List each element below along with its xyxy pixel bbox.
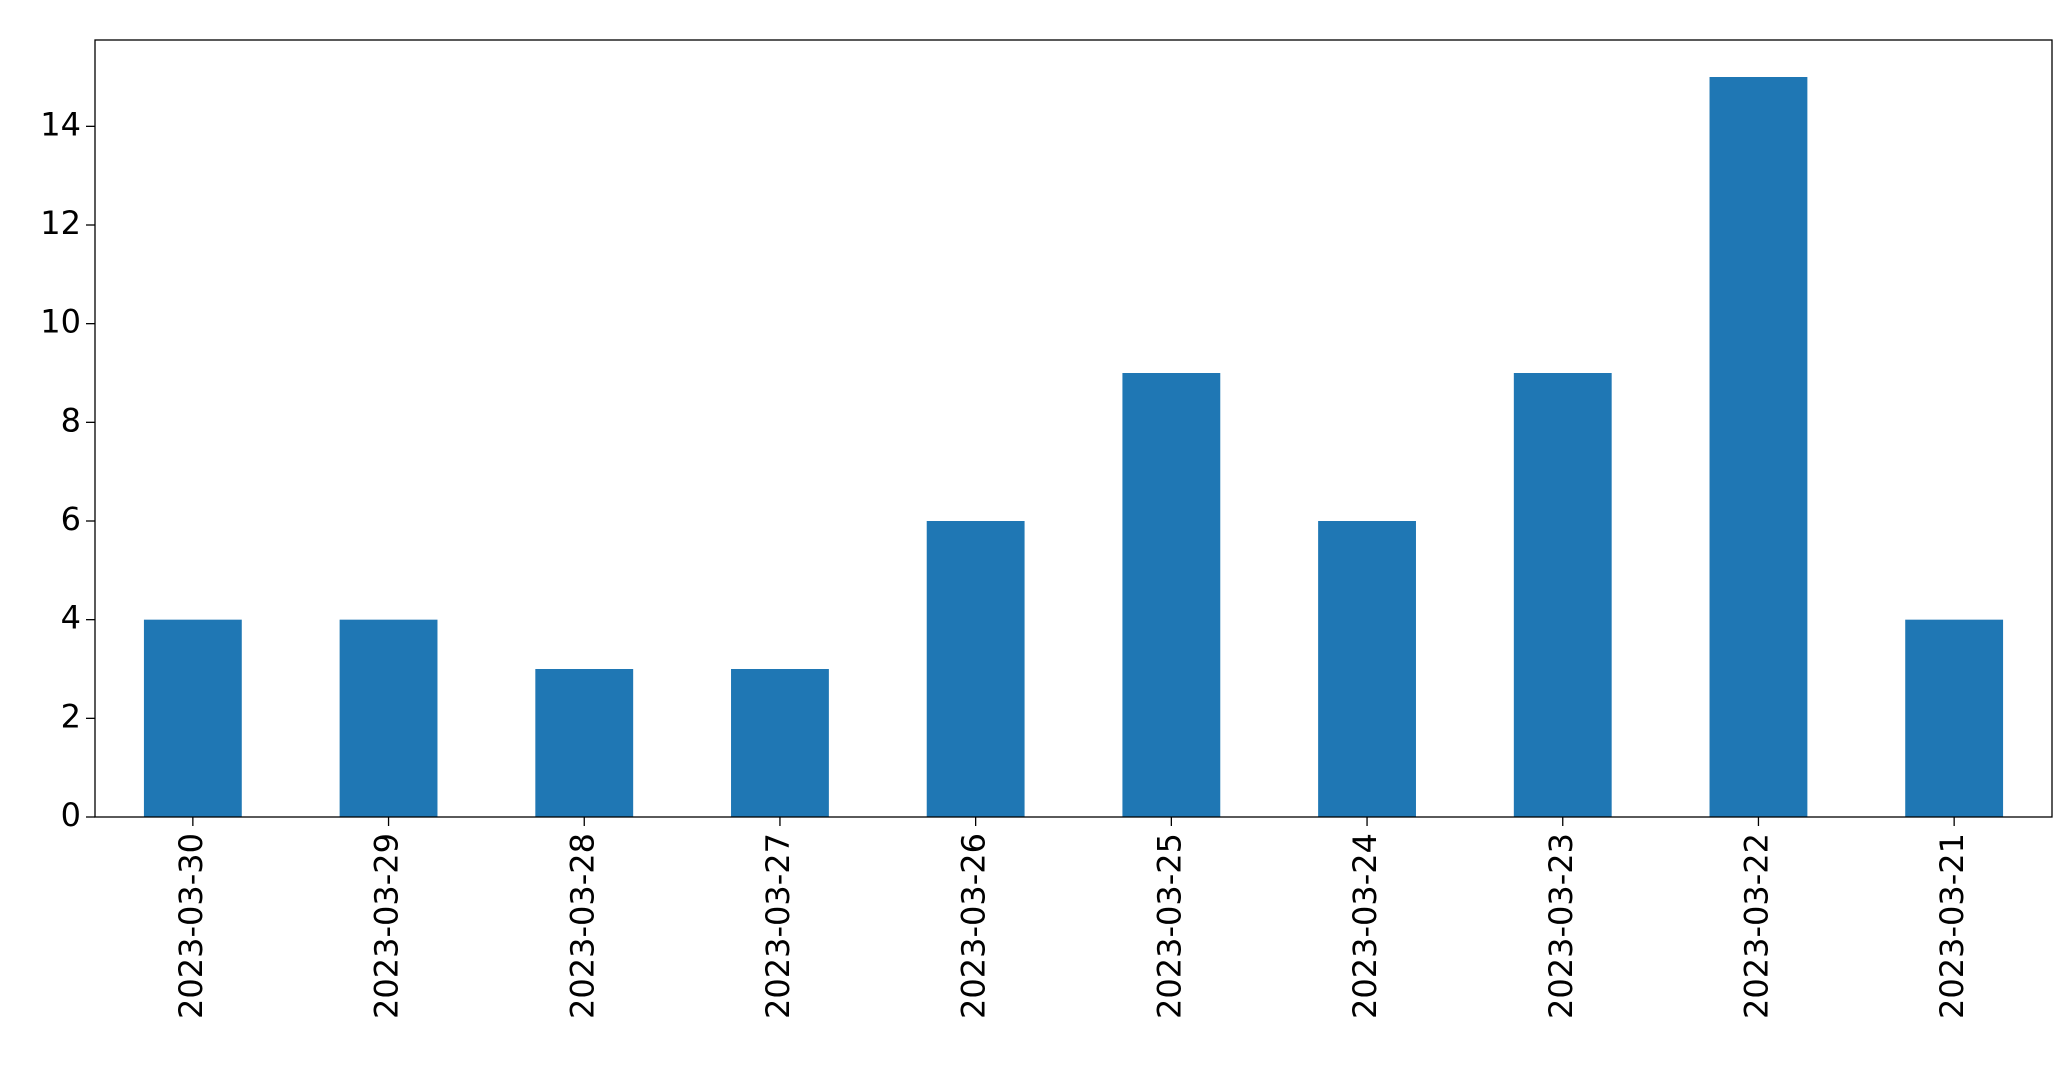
x-tick-label: 2023-03-23 xyxy=(1542,833,1580,1019)
bar xyxy=(535,669,634,817)
bar xyxy=(339,619,438,817)
bar xyxy=(1513,373,1612,817)
bar xyxy=(143,619,242,817)
bar xyxy=(1905,619,2004,817)
x-tick-label: 2023-03-22 xyxy=(1737,833,1775,1019)
bar xyxy=(1318,521,1416,817)
x-tick-label: 2023-03-29 xyxy=(368,833,406,1019)
y-tick-label: 2 xyxy=(61,697,81,735)
y-tick-label: 8 xyxy=(61,401,81,439)
x-tick-label: 2023-03-28 xyxy=(563,833,601,1019)
y-tick-label: 10 xyxy=(40,303,81,341)
bar xyxy=(926,521,1025,817)
y-tick-label: 14 xyxy=(40,105,81,143)
x-tick-label: 2023-03-24 xyxy=(1346,833,1384,1019)
y-tick-label: 6 xyxy=(61,500,81,538)
y-tick-label: 4 xyxy=(61,599,81,637)
y-tick-label: 0 xyxy=(61,796,81,834)
x-tick-label: 2023-03-21 xyxy=(1933,833,1971,1019)
bar xyxy=(731,669,829,817)
x-tick-label: 2023-03-26 xyxy=(955,833,993,1019)
bar xyxy=(1709,77,1808,817)
x-tick-label: 2023-03-25 xyxy=(1150,833,1188,1019)
plot-frame xyxy=(94,39,2053,818)
x-tick-label: 2023-03-30 xyxy=(172,833,210,1019)
x-tick-label: 2023-03-27 xyxy=(759,833,797,1019)
y-tick-label: 12 xyxy=(40,204,81,242)
bar xyxy=(1122,373,1221,817)
